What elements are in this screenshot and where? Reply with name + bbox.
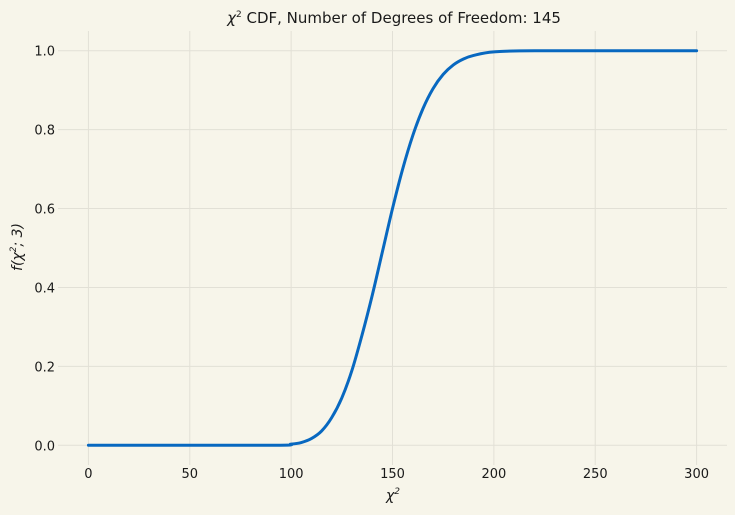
y-axis-label: f(χ2; 3): [9, 223, 26, 271]
x-tick-label: 50: [181, 467, 198, 482]
x-axis-ticks: 0 50 100 150 200 250 300: [84, 467, 709, 482]
chart-title: χ2 CDF, Number of Degrees of Freedom: 14…: [226, 9, 561, 27]
x-axis-label: χ2: [385, 487, 400, 504]
x-tick-label: 200: [481, 467, 506, 482]
y-axis-ticks: 0.0 0.2 0.4 0.6 0.8 1.0: [34, 45, 55, 455]
y-tick-label: 1.0: [34, 45, 55, 60]
y-tick-label: 0.2: [34, 360, 55, 375]
x-tick-label: 300: [684, 467, 709, 482]
cdf-line: [86, 49, 699, 447]
x-tick-label: 100: [279, 467, 304, 482]
x-tick-label: 250: [583, 467, 608, 482]
x-tick-label: 150: [380, 467, 405, 482]
grid: [58, 31, 727, 465]
y-tick-label: 0.0: [34, 439, 55, 454]
y-tick-label: 0.4: [34, 281, 55, 296]
y-tick-label: 0.6: [34, 203, 55, 218]
x-tick-label: 0: [84, 467, 92, 482]
y-tick-label: 0.8: [34, 124, 55, 139]
